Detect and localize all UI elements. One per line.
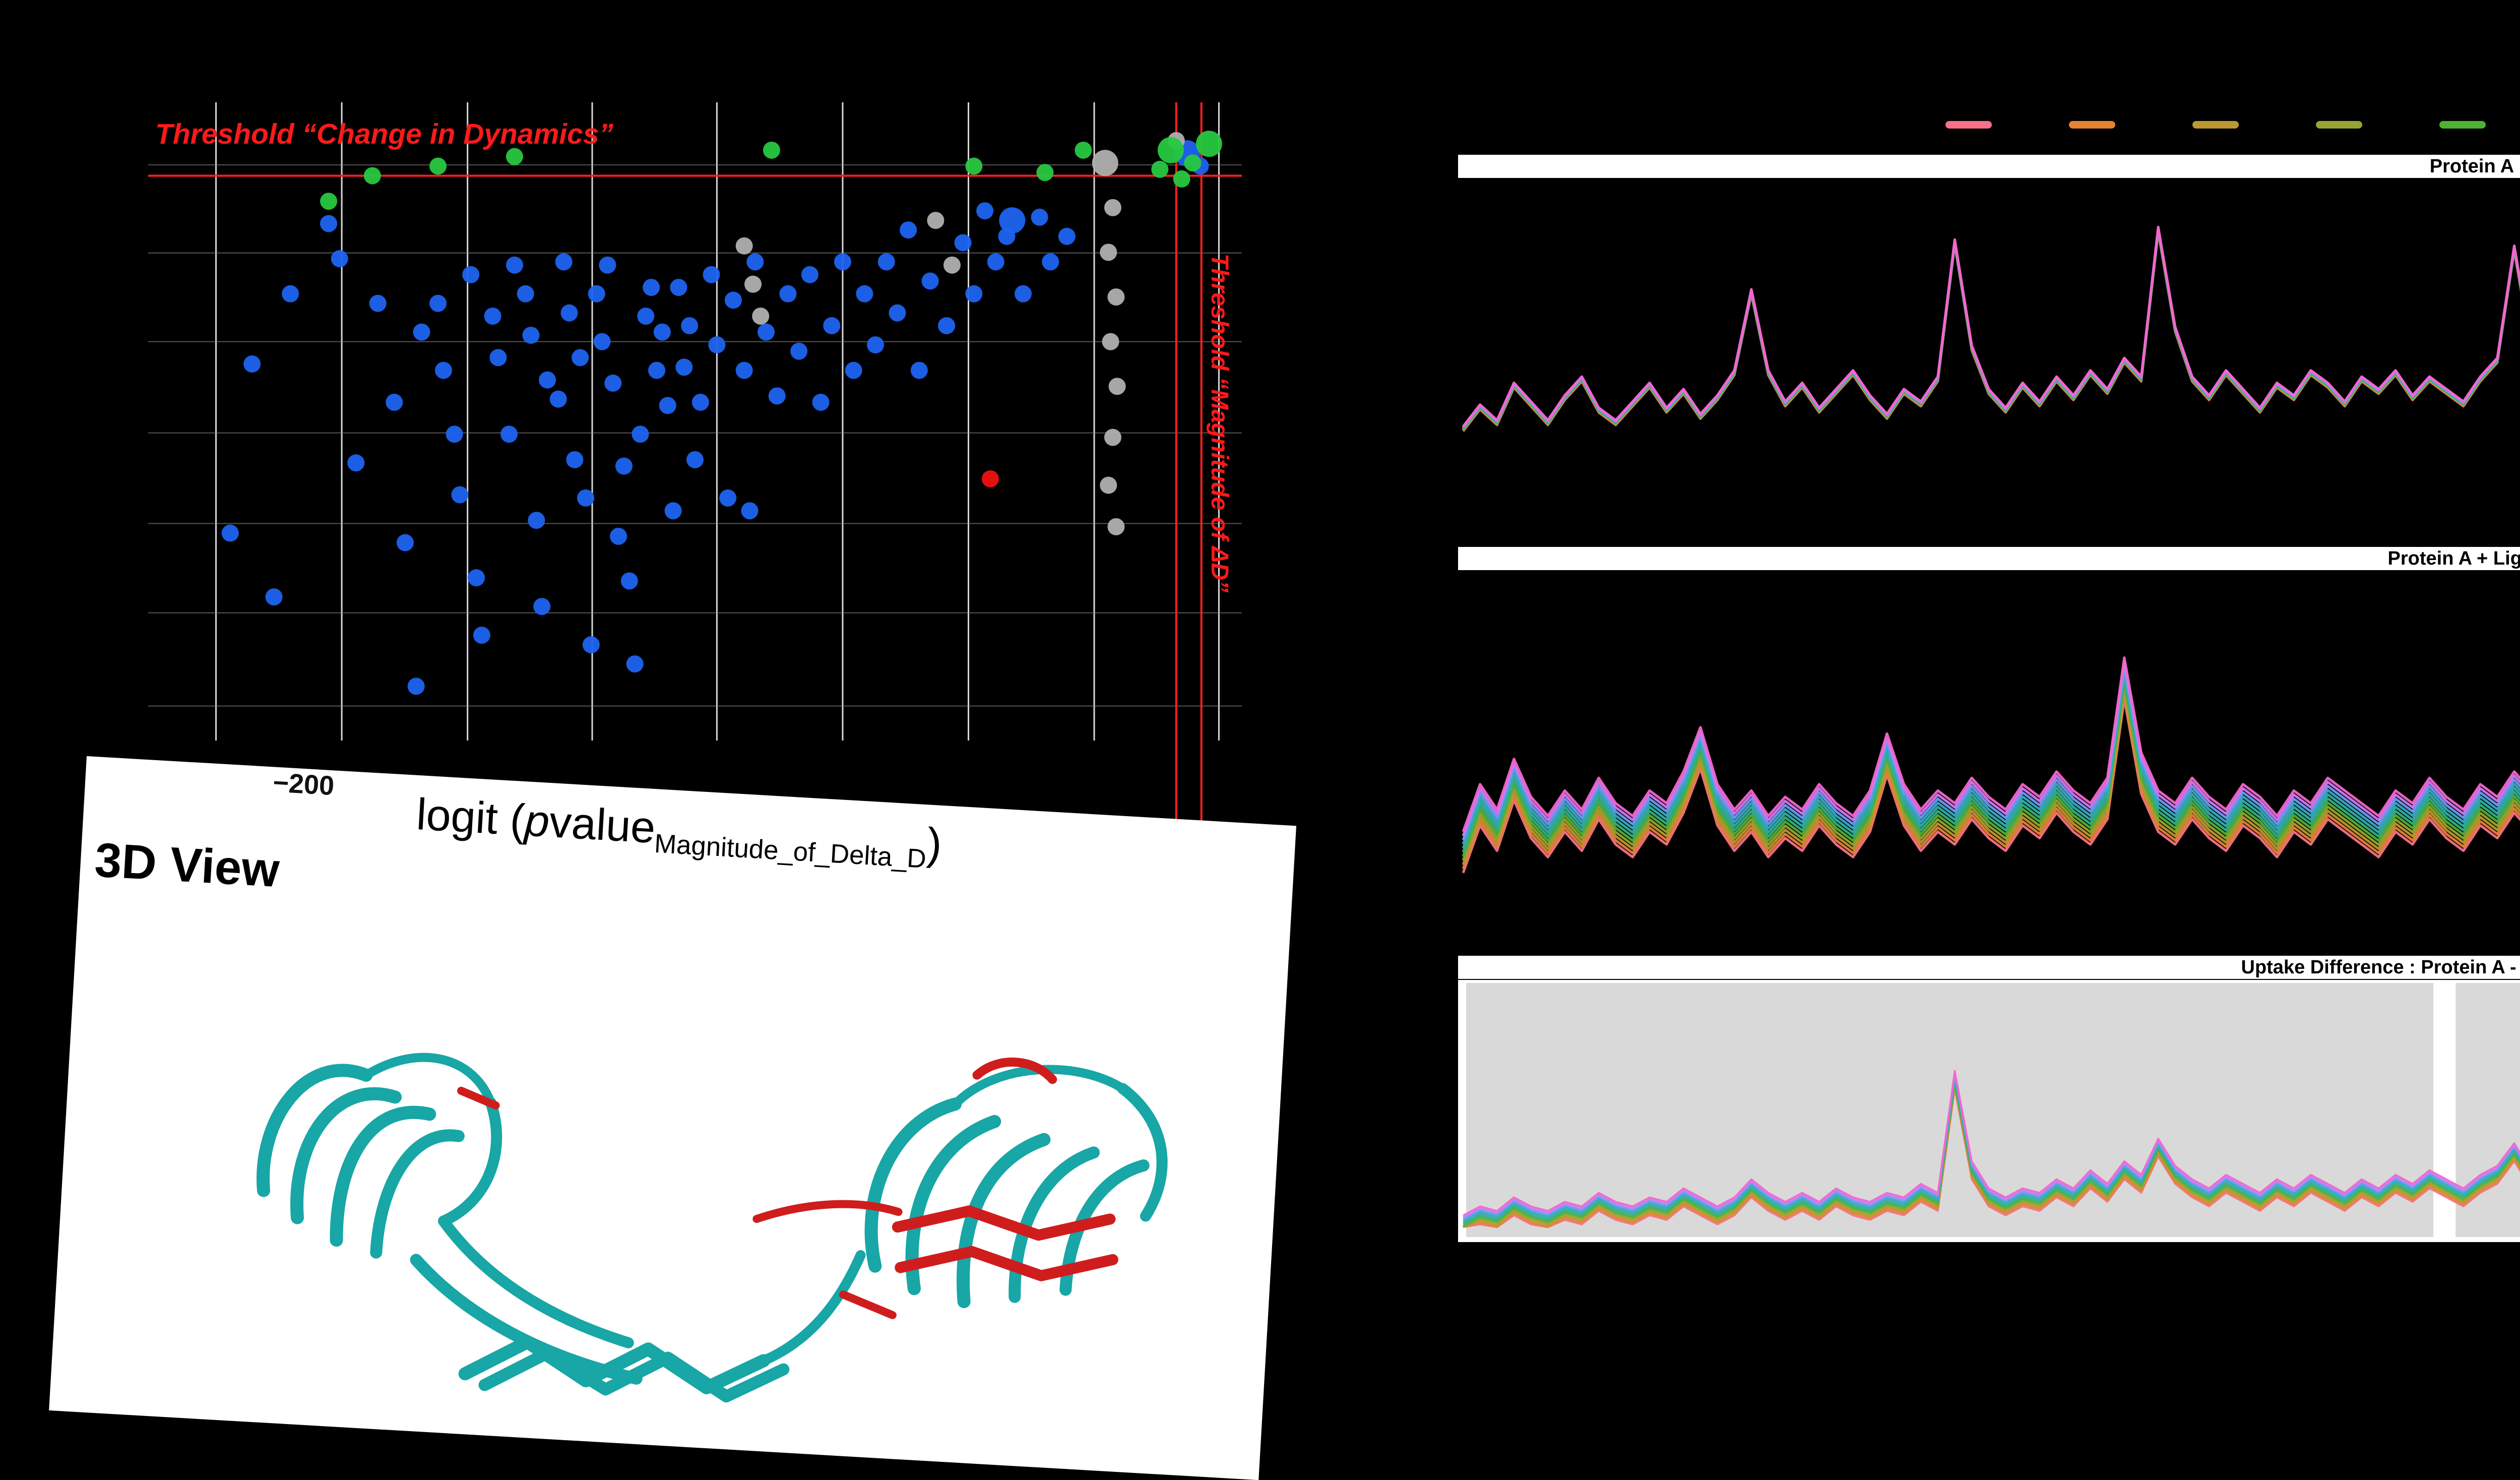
view-3d-title: 3D View [93, 832, 281, 898]
threshold-magnitude-label: Threshold “Magnitude of ΔD” [1206, 254, 1233, 838]
volcano-scatter-chart [148, 102, 1242, 833]
panel-b-title-bar: Protein A + Ligand [1458, 547, 2520, 570]
threshold-dynamics-label: Threshold “Change in Dynamics” [155, 117, 613, 151]
protein-ribbon-graphic [182, 975, 1237, 1437]
xlabel-subscript: Magnitude_of_Delta_D [654, 829, 927, 874]
legend-swatch-4 [2316, 121, 2362, 129]
protein-a-ligand-uptake-chart [1458, 571, 2520, 924]
xlabel-italic-p: p [523, 795, 551, 846]
legend-swatch-3 [2192, 121, 2239, 129]
xlabel-value: value [548, 796, 657, 852]
legend-swatch-1 [1945, 121, 1992, 129]
xlabel-prefix: logit ( [415, 789, 527, 845]
protein-a-uptake-chart [1458, 179, 2520, 527]
panel-b-title: Protein A + Ligand [2388, 548, 2520, 569]
protein-teal-ribbons [251, 1024, 1167, 1423]
panel-c-title: Uptake Difference : Protein A - (Protein… [2241, 957, 2520, 978]
volcano-x-tick: −200 [272, 767, 335, 801]
xlabel-suffix: ) [926, 818, 943, 869]
legend-swatch-5 [2439, 121, 2486, 129]
app-root: { "page": {"background": "#000000"}, "vo… [0, 0, 2520, 1370]
uptake-difference-chart [1458, 980, 2520, 1242]
panel-a-title: Protein A [2430, 156, 2514, 177]
view-3d-card: −200 logit (pvalueMagnitude_of_Delta_D) … [49, 756, 1296, 1480]
timepoint-legend [1945, 121, 2520, 132]
panel-a-title-bar: Protein A [1458, 155, 2520, 178]
volcano-plot-panel: Threshold “Change in Dynamics” Threshold… [148, 102, 1242, 741]
volcano-x-axis-label: logit (pvalueMagnitude_of_Delta_D) [415, 788, 943, 875]
panel-c-title-bar: Uptake Difference : Protein A - (Protein… [1458, 956, 2520, 979]
legend-swatch-2 [2069, 121, 2115, 129]
